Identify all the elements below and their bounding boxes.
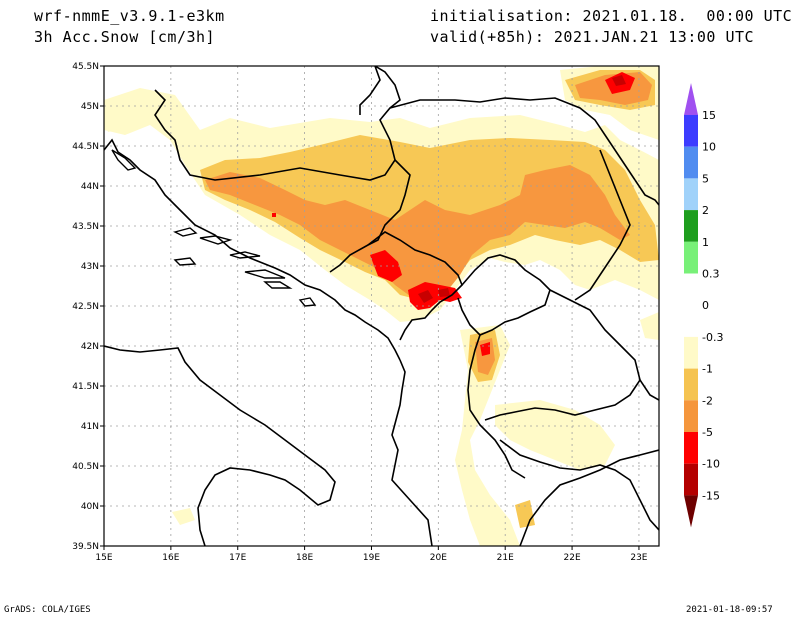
legend-swatch xyxy=(684,273,698,306)
legend-label: -2 xyxy=(702,394,713,407)
lat-tick-label: 42N xyxy=(81,342,99,352)
snow-band-darkred xyxy=(418,75,626,303)
map-boundaries xyxy=(104,66,659,546)
legend-swatch xyxy=(684,463,698,496)
lon-tick-label: 17E xyxy=(229,553,246,563)
legend-swatch xyxy=(684,178,698,211)
lat-tick-label: 45N xyxy=(81,102,99,112)
albania-coastline xyxy=(391,359,433,546)
legend-label: -15 xyxy=(702,489,720,502)
legend-swatch xyxy=(684,336,698,369)
lat-tick-label: 43.5N xyxy=(72,222,99,232)
greece-inland-border xyxy=(499,439,659,531)
kosovo-border xyxy=(457,254,551,336)
serbia-romania-border xyxy=(389,97,636,181)
map-gridlines xyxy=(104,66,659,546)
legend-swatch xyxy=(684,432,698,464)
legend-label: 10 xyxy=(702,141,716,154)
lat-tick-label: 44N xyxy=(81,182,99,192)
lon-tick-label: 16E xyxy=(162,553,179,563)
greece-coastline xyxy=(519,449,659,546)
legend-label: 0.3 xyxy=(702,268,720,281)
lat-tick-label: 43N xyxy=(81,262,99,272)
bulgaria-greece-border xyxy=(639,379,659,401)
grads-credit: GrADS: COLA/IGES xyxy=(4,605,91,615)
color-legend: 15 10 5 2 1 0.3 0 -0.3 -1 -2 -5 -10 -15 xyxy=(684,83,723,528)
lat-tick-label: 44.5N xyxy=(72,142,99,152)
snow-field xyxy=(104,66,659,546)
longitude-axis: 15E 16E 17E 18E 19E 20E 21E 22E 23E xyxy=(95,546,648,563)
legend-bottom-arrow xyxy=(684,495,698,528)
legend-swatch xyxy=(684,241,698,274)
legend-label: -0.3 xyxy=(702,331,723,344)
legend-label: -5 xyxy=(702,426,713,439)
lon-tick-label: 22E xyxy=(564,553,581,563)
latitude-axis: 45.5N 45N 44.5N 44N 43.5N 43N 42.5N 42N 41.5N 41N… xyxy=(72,62,104,552)
bosnia-serbia-border xyxy=(329,159,411,273)
legend-label: -10 xyxy=(702,458,720,471)
legend-label: -1 xyxy=(702,363,713,376)
legend-label: 0 xyxy=(702,299,709,312)
legend-swatch xyxy=(684,115,698,147)
field-title: 3h Acc.Snow [cm/3h] xyxy=(34,28,216,46)
legend-label: 1 xyxy=(702,236,709,249)
legend-label: 2 xyxy=(702,204,709,217)
adriatic-islands xyxy=(111,149,317,307)
generation-timestamp: 2021-01-18-09:57 xyxy=(686,605,773,615)
initialisation-label: initialisation: 2021.01.18. 00:00 UTC xyxy=(430,7,793,25)
lat-tick-label: 40N xyxy=(81,502,99,512)
lat-tick-label: 41.5N xyxy=(72,382,99,392)
lon-tick-label: 21E xyxy=(497,553,514,563)
romania-bulgaria-border xyxy=(634,179,659,206)
lon-tick-label: 18E xyxy=(296,553,313,563)
lat-tick-label: 39.5N xyxy=(72,542,99,552)
croatia-bosnia-border xyxy=(154,66,401,181)
legend-swatch xyxy=(684,146,698,179)
legend-label: 15 xyxy=(702,109,716,122)
legend-top-arrow xyxy=(684,83,698,115)
lon-tick-label: 23E xyxy=(630,553,647,563)
albania-north-macedonia-border xyxy=(467,334,526,479)
italy-coastline xyxy=(104,345,336,546)
legend-label: 5 xyxy=(702,172,709,185)
lon-tick-label: 15E xyxy=(95,553,112,563)
legend-swatch xyxy=(684,368,698,401)
lat-tick-label: 41N xyxy=(81,422,99,432)
adriatic-coastline-north xyxy=(104,138,401,361)
north-macedonia-bulgaria-border xyxy=(484,289,641,421)
legend-swatch xyxy=(684,210,698,242)
valid-time-label: valid(+85h): 2021.JAN.21 13:00 UTC xyxy=(430,28,755,46)
lon-tick-label: 19E xyxy=(363,553,380,563)
legend-swatch xyxy=(684,400,698,432)
lat-tick-label: 42.5N xyxy=(72,302,99,312)
lat-tick-label: 40.5N xyxy=(72,462,99,472)
lat-tick-label: 45.5N xyxy=(72,62,99,72)
lon-tick-label: 20E xyxy=(430,553,447,563)
hungary-border xyxy=(359,66,381,115)
model-title: wrf-nmmE_v3.9.1-e3km xyxy=(34,7,225,25)
serbia-bulgaria-border xyxy=(574,149,631,301)
legend-swatch xyxy=(684,305,698,337)
